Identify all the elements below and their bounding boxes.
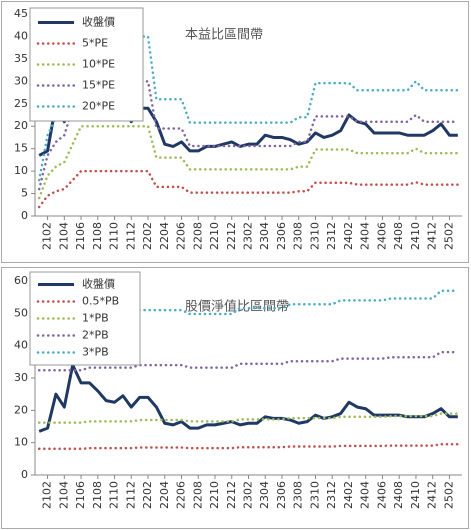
y-tick-label: 60 [14, 274, 28, 287]
x-tick-label: 2302 [242, 481, 255, 509]
x-tick-label: 2308 [292, 481, 305, 509]
series-line [37, 80, 460, 191]
x-tick-label: 2306 [275, 222, 288, 250]
legend-label: 5*PE [82, 37, 108, 50]
legend-label: 0.5*PB [82, 295, 119, 308]
x-tick-label: 2412 [426, 222, 439, 250]
x-tick-label: 2206 [175, 222, 188, 250]
x-tick-label: 2502 [442, 222, 455, 250]
x-tick-label: 2104 [57, 481, 70, 509]
x-tick-label: 2304 [258, 481, 271, 509]
series-line [37, 124, 460, 200]
x-tick-label: 2408 [392, 481, 405, 509]
x-tick-label: 2110 [108, 481, 121, 509]
x-tick-label: 2402 [342, 222, 355, 250]
series-line [37, 412, 460, 424]
y-tick-label: 20 [14, 403, 28, 416]
legend-label: 10*PE [82, 58, 115, 71]
x-tick-label: 2310 [308, 222, 321, 250]
x-tick-label: 2210 [208, 481, 221, 509]
x-tick-label: 2404 [359, 222, 372, 250]
y-tick-label: 10 [14, 164, 28, 177]
legend-label: 20*PE [82, 100, 115, 113]
y-tick-label: 35 [14, 52, 28, 65]
x-tick-label: 2106 [74, 222, 87, 250]
x-tick-label: 2202 [141, 481, 154, 509]
x-tick-label: 2102 [41, 222, 54, 250]
x-tick-label: 2404 [359, 481, 372, 509]
chart-title: 本益比區間帶 [185, 28, 263, 43]
x-tick-label: 2408 [392, 222, 405, 250]
x-tick-label: 2310 [308, 481, 321, 509]
y-tick-label: 5 [21, 187, 28, 200]
x-tick-label: 2206 [175, 481, 188, 509]
x-tick-label: 2106 [74, 481, 87, 509]
x-tick-label: 2112 [124, 481, 137, 509]
legend-label: 3*PB [82, 346, 109, 359]
x-tick-label: 2202 [141, 222, 154, 250]
y-tick-label: 25 [14, 97, 28, 110]
series-line [38, 363, 458, 433]
y-tick-label: 0 [21, 209, 28, 222]
x-tick-label: 2204 [158, 222, 171, 250]
x-tick-label: 2306 [275, 481, 288, 509]
x-tick-label: 2208 [191, 222, 204, 250]
x-tick-label: 2502 [442, 481, 455, 509]
x-tick-label: 2312 [325, 222, 338, 250]
x-tick-label: 2102 [41, 481, 54, 509]
y-tick-label: 10 [14, 436, 28, 449]
x-tick-label: 2406 [375, 481, 388, 509]
x-tick-label: 2304 [258, 222, 271, 250]
series-line [37, 350, 460, 372]
y-tick-label: 30 [14, 74, 28, 87]
y-tick-label: 30 [14, 371, 28, 384]
x-tick-label: 2410 [409, 222, 422, 250]
x-tick-label: 2210 [208, 222, 221, 250]
y-tick-label: 15 [14, 142, 28, 155]
y-tick-label: 0 [21, 468, 28, 481]
legend-label: 2*PB [82, 329, 109, 342]
y-tick-label: 50 [14, 306, 28, 319]
x-tick-label: 2204 [158, 481, 171, 509]
series-line [37, 169, 460, 209]
x-tick-label: 2212 [225, 222, 238, 250]
y-tick-label: 40 [14, 339, 28, 352]
x-tick-label: 2108 [91, 481, 104, 509]
x-tick-label: 2410 [409, 481, 422, 509]
legend-label: 15*PE [82, 79, 115, 92]
legend-label: 1*PB [82, 312, 109, 325]
x-tick-label: 2108 [91, 222, 104, 250]
x-tick-label: 2212 [225, 481, 238, 509]
x-tick-label: 2412 [426, 481, 439, 509]
x-tick-label: 2308 [292, 222, 305, 250]
legend-label: 收盤價 [82, 277, 115, 291]
y-tick-label: 40 [14, 29, 28, 42]
x-tick-label: 2112 [124, 222, 137, 250]
y-tick-label: 20 [14, 119, 28, 132]
x-tick-label: 2302 [242, 222, 255, 250]
x-tick-label: 2104 [57, 222, 70, 250]
series-line [37, 443, 460, 451]
x-tick-label: 2402 [342, 481, 355, 509]
x-tick-label: 2312 [325, 481, 338, 509]
x-tick-label: 2208 [191, 481, 204, 509]
y-tick-label: 45 [14, 7, 28, 20]
legend-label: 收盤價 [82, 15, 115, 29]
x-tick-label: 2406 [375, 222, 388, 250]
x-tick-label: 2110 [108, 222, 121, 250]
chart-title: 股價淨值比區間帶 [185, 299, 289, 315]
